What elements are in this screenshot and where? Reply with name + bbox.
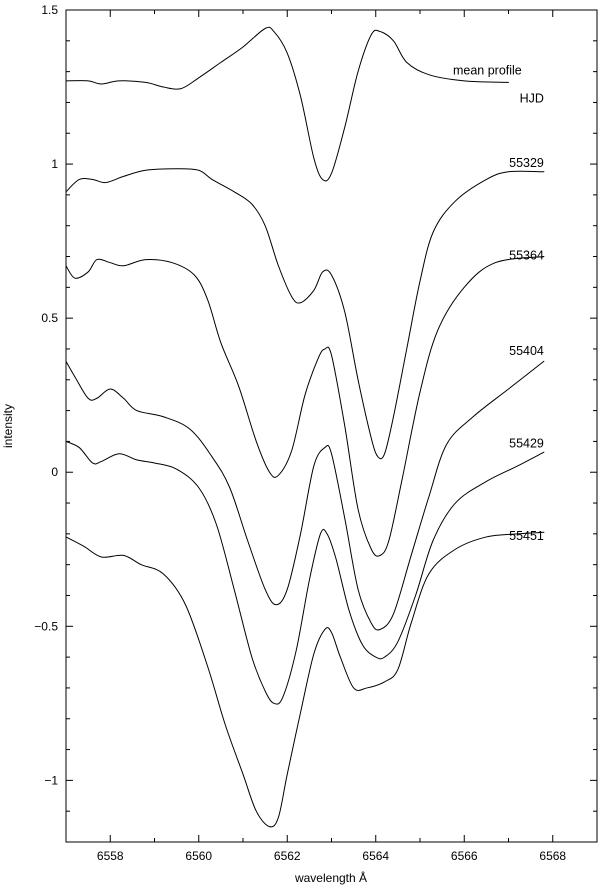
series-labels: mean profile 55329 55364 55404 55429 55451 HJD (453, 64, 544, 543)
series-label-4: 55429 (509, 437, 544, 451)
plot-frame (65, 9, 598, 843)
y-tick-label: −1 (44, 773, 58, 787)
series-label-1: 55329 (509, 156, 544, 170)
x-tick-label: 6568 (539, 849, 566, 863)
y-tick-label: 1.5 (41, 3, 58, 17)
series-line-0 (65, 26, 509, 182)
series-label-5: 55451 (509, 529, 544, 543)
y-tick-label: 0 (51, 465, 58, 479)
series-line-2 (65, 256, 545, 557)
y-tick-label: −0.5 (34, 619, 58, 633)
x-tick-label: 6566 (451, 849, 478, 863)
x-tick-label: 6564 (362, 849, 389, 863)
axis-ticks: 6558 6560 6562 6564 6566 6568 −1 −0.5 0 0.5 1 1.5 (34, 3, 598, 863)
series-label-0: mean profile (453, 64, 522, 78)
series-line-5 (65, 531, 545, 828)
x-tick-label: 6562 (274, 849, 301, 863)
x-tick-label: 6560 (185, 849, 212, 863)
x-axis-title: wavelength Å (294, 870, 367, 885)
y-tick-label: 1 (51, 157, 58, 171)
series-label-2: 55364 (509, 249, 544, 263)
series-curves (65, 26, 545, 828)
series-line-4 (65, 440, 545, 705)
y-axis-title: intensity (1, 404, 15, 448)
y-tick-label: 0.5 (41, 311, 58, 325)
series-line-3 (65, 360, 545, 631)
series-label-3: 55404 (509, 344, 544, 358)
x-tick-label: 6558 (97, 849, 124, 863)
hjd-annotation: HJD (520, 91, 544, 105)
series-line-1 (65, 168, 545, 460)
